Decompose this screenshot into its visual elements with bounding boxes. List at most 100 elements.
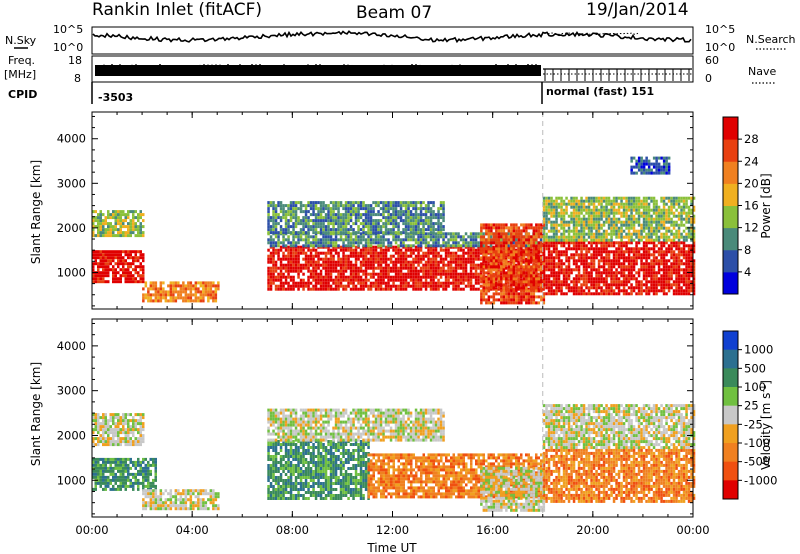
- power-cell: [620, 247, 623, 251]
- power-cell: [382, 254, 385, 258]
- power-cell: [107, 262, 110, 266]
- power-cell: [342, 266, 345, 270]
- power-cell: [487, 281, 490, 285]
- power-cell: [409, 272, 413, 276]
- power-cell: [267, 281, 270, 285]
- power-cell: [635, 199, 638, 203]
- power-cell: [329, 228, 333, 232]
- power-cell: [665, 265, 668, 269]
- power-cell: [317, 222, 320, 226]
- power-cell: [212, 299, 215, 303]
- power-cell: [505, 232, 508, 236]
- power-cell: [627, 235, 631, 239]
- power-cell: [397, 244, 400, 248]
- power-cell: [592, 202, 596, 206]
- power-cell: [602, 235, 606, 239]
- power-cell: [560, 250, 563, 254]
- power-cell: [384, 269, 388, 273]
- power-cell: [507, 229, 511, 233]
- power-cell: [357, 251, 360, 255]
- power-cell: [194, 296, 198, 300]
- power-cell: [359, 238, 363, 242]
- power-cell: [542, 235, 546, 239]
- power-cell: [595, 280, 598, 284]
- power-cell: [469, 284, 473, 288]
- power-cell: [437, 272, 440, 276]
- power-cell: [102, 262, 105, 266]
- power-cell: [687, 280, 691, 284]
- power-cell: [342, 225, 345, 229]
- power-cell: [389, 213, 393, 217]
- power-cell: [327, 222, 330, 226]
- power-cell: [409, 238, 413, 242]
- power-cell: [510, 271, 513, 275]
- power-cell: [284, 216, 288, 220]
- power-cell: [102, 259, 105, 263]
- power-cell: [104, 271, 107, 275]
- power-cell: [560, 196, 563, 200]
- power-cell: [577, 271, 581, 275]
- power-cell: [339, 222, 343, 226]
- power-cell: [104, 219, 107, 223]
- power-cell: [384, 281, 388, 285]
- power-cell: [572, 292, 576, 296]
- power-cell: [439, 260, 443, 264]
- power-cell: [532, 277, 536, 281]
- power-cell: [457, 241, 460, 245]
- power-cell: [585, 247, 588, 251]
- power-cell: [349, 241, 353, 245]
- power-cell: [512, 271, 516, 275]
- power-cell: [557, 274, 561, 278]
- power-cell: [162, 296, 165, 300]
- power-cell: [187, 293, 190, 297]
- power-cell: [540, 280, 543, 284]
- power-cell: [517, 257, 520, 261]
- power-cell: [602, 241, 606, 245]
- power-cell: [542, 208, 546, 212]
- power-cell: [299, 228, 303, 232]
- power-cell: [675, 289, 678, 293]
- power-cell: [657, 250, 661, 254]
- power-cell: [527, 223, 531, 227]
- power-cell: [159, 287, 163, 291]
- power-cell: [359, 269, 363, 273]
- power-cell: [354, 278, 358, 282]
- power-cell: [557, 283, 561, 287]
- power-cell: [447, 248, 450, 252]
- power-cell: [267, 269, 270, 273]
- power-cell: [492, 272, 495, 276]
- power-cell: [600, 217, 603, 221]
- power-cell: [587, 220, 591, 224]
- power-cell: [577, 223, 581, 227]
- power-cell: [500, 253, 503, 257]
- power-cell: [117, 250, 120, 254]
- power-cell: [452, 235, 455, 239]
- power-cell: [404, 213, 408, 217]
- power-cell: [505, 241, 508, 245]
- power-cell: [670, 277, 673, 281]
- power-cell: [672, 265, 676, 269]
- power-cell: [667, 250, 671, 254]
- power-cell: [332, 254, 335, 258]
- power-cell: [439, 207, 443, 211]
- power-cell: [329, 251, 333, 255]
- power-cell: [269, 225, 273, 229]
- power-cell: [547, 292, 551, 296]
- power-cell: [417, 225, 420, 229]
- power-cell: [597, 202, 601, 206]
- power-cell: [607, 238, 611, 242]
- power-cell: [377, 210, 380, 214]
- power-cell: [92, 225, 95, 229]
- power-cell: [642, 244, 646, 248]
- power-cell: [392, 281, 395, 285]
- power-cell: [620, 214, 623, 218]
- power-cell: [547, 244, 551, 248]
- power-cell: [432, 260, 435, 264]
- power-cell: [327, 260, 330, 264]
- power-cell: [547, 280, 551, 284]
- power-cell: [597, 265, 601, 269]
- power-cell: [197, 299, 200, 303]
- power-cell: [94, 274, 97, 278]
- power-cell: [510, 295, 513, 299]
- power-cell: [520, 241, 523, 245]
